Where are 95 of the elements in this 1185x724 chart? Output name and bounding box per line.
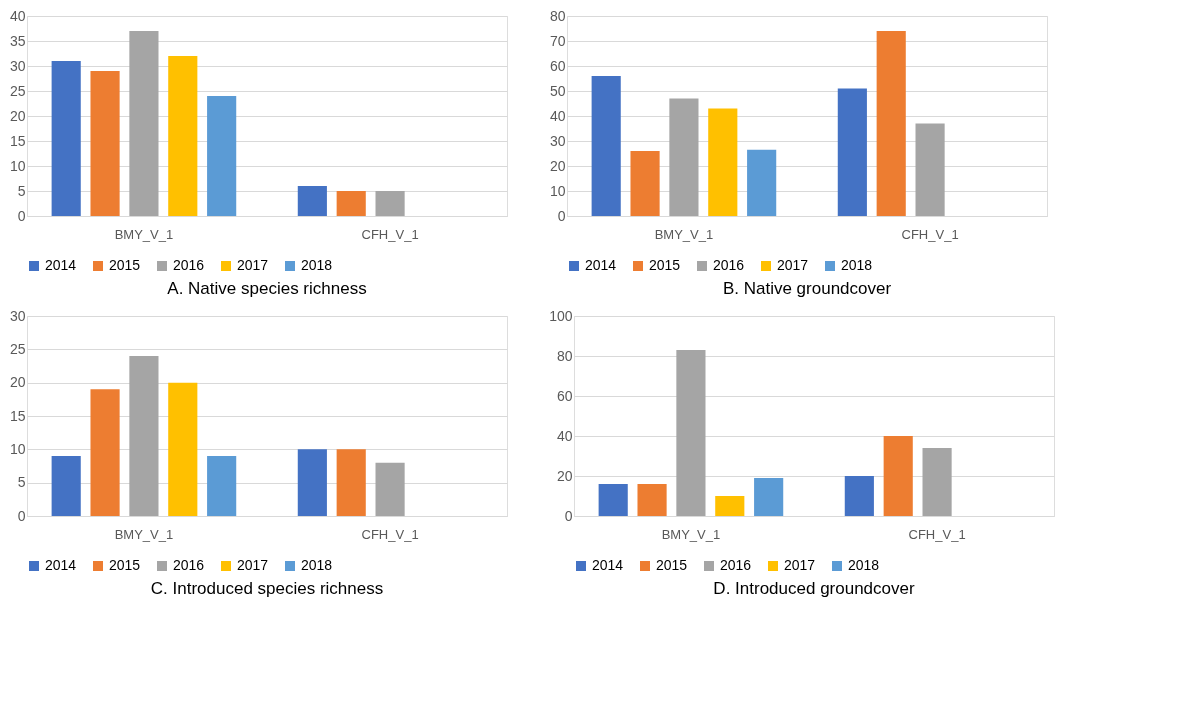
x-tick-label: CFH_V_1 [908, 526, 966, 542]
x-tick-label: BMY_V_1 [114, 526, 174, 542]
legend-label: 2014 [45, 257, 77, 273]
x-tick-label: CFH_V_1 [901, 226, 959, 242]
bar [837, 88, 867, 216]
y-tick-label: 20 [9, 374, 26, 391]
legend-label: 2017 [784, 557, 816, 573]
legend-label: 2016 [720, 557, 752, 573]
y-tick-label: 50 [549, 82, 566, 99]
y-tick-label: 70 [549, 32, 566, 49]
bar [51, 456, 81, 516]
bar [207, 456, 237, 516]
text: D. Introduced groundcover [713, 579, 915, 598]
bar [297, 449, 327, 516]
text: A. Native species richness [167, 279, 367, 298]
bar [922, 448, 952, 516]
x-tick-label: BMY_V_1 [114, 226, 174, 242]
y-tick-label: 15 [9, 132, 26, 149]
bar [637, 484, 667, 516]
bar [883, 436, 913, 516]
y-tick-label: 0 [564, 507, 573, 524]
legend-label: 2016 [713, 257, 745, 273]
bar [207, 96, 237, 216]
text: C. Introduced species richness [150, 579, 384, 598]
y-tick-label: 5 [17, 182, 26, 199]
bar [591, 76, 621, 216]
legend-label: 2015 [649, 257, 681, 273]
y-tick-label: 60 [549, 57, 566, 74]
x-tick-label: CFH_V_1 [361, 226, 419, 242]
legend-label: 2014 [585, 257, 617, 273]
bar [844, 476, 874, 516]
legend-label: 2018 [848, 557, 880, 573]
bar [598, 484, 628, 516]
bar [297, 186, 327, 216]
y-tick-label: 10 [9, 440, 26, 457]
bar [168, 56, 198, 216]
y-tick-label: 40 [549, 107, 566, 124]
bar [669, 98, 699, 216]
y-tick-label: 80 [549, 7, 566, 24]
y-tick-label: 0 [17, 207, 26, 224]
bar [754, 478, 784, 516]
x-tick-label: BMY_V_1 [661, 526, 721, 542]
y-tick-label: 25 [9, 82, 26, 99]
bar [129, 356, 159, 516]
bar [51, 61, 81, 216]
y-tick-label: 0 [557, 207, 566, 224]
legend-label: 2016 [173, 557, 205, 573]
legend-label: 2015 [656, 557, 688, 573]
y-tick-label: 10 [9, 157, 26, 174]
bar [90, 389, 120, 516]
y-tick-label: 20 [549, 157, 566, 174]
y-tick-label: 30 [9, 57, 26, 74]
y-tick-label: 60 [556, 387, 573, 404]
y-tick-label: 15 [9, 407, 26, 424]
bar [715, 496, 745, 516]
y-tick-label: 40 [9, 7, 26, 24]
y-tick-label: 20 [556, 467, 573, 484]
y-tick-label: 80 [556, 347, 573, 364]
bar [336, 449, 366, 516]
x-tick-label: CFH_V_1 [361, 526, 419, 542]
y-tick-label: 20 [9, 107, 26, 124]
legend-label: 2018 [301, 257, 333, 273]
bar [915, 123, 945, 216]
bar [676, 350, 706, 516]
bar [876, 31, 906, 216]
bar [708, 108, 738, 216]
legend-label: 2014 [592, 557, 624, 573]
y-tick-label: 25 [9, 340, 26, 357]
legend-label: 2018 [301, 557, 333, 573]
y-tick-label: 0 [17, 507, 26, 524]
y-tick-label: 40 [556, 427, 573, 444]
bar [375, 191, 405, 216]
legend-label: 2018 [841, 257, 873, 273]
bar [336, 191, 366, 216]
y-tick-label: 100 [549, 307, 573, 324]
bar [375, 462, 405, 516]
y-tick-label: 5 [17, 474, 26, 491]
legend-label: 2015 [109, 557, 141, 573]
legend-label: 2016 [173, 257, 205, 273]
bar [129, 31, 159, 216]
y-tick-label: 35 [9, 32, 26, 49]
legend-label: 2017 [237, 257, 269, 273]
y-tick-label: 10 [549, 182, 566, 199]
x-tick-label: BMY_V_1 [654, 226, 714, 242]
legend-label: 2017 [777, 257, 809, 273]
bar [90, 71, 120, 216]
legend-label: 2017 [237, 557, 269, 573]
bar [168, 382, 198, 516]
y-tick-label: 30 [9, 307, 26, 324]
legend-label: 2015 [109, 257, 141, 273]
y-tick-label: 30 [549, 132, 566, 149]
bar [630, 151, 660, 216]
bar [747, 149, 777, 216]
text: B. Native groundcover [722, 279, 892, 298]
legend-label: 2014 [45, 557, 77, 573]
